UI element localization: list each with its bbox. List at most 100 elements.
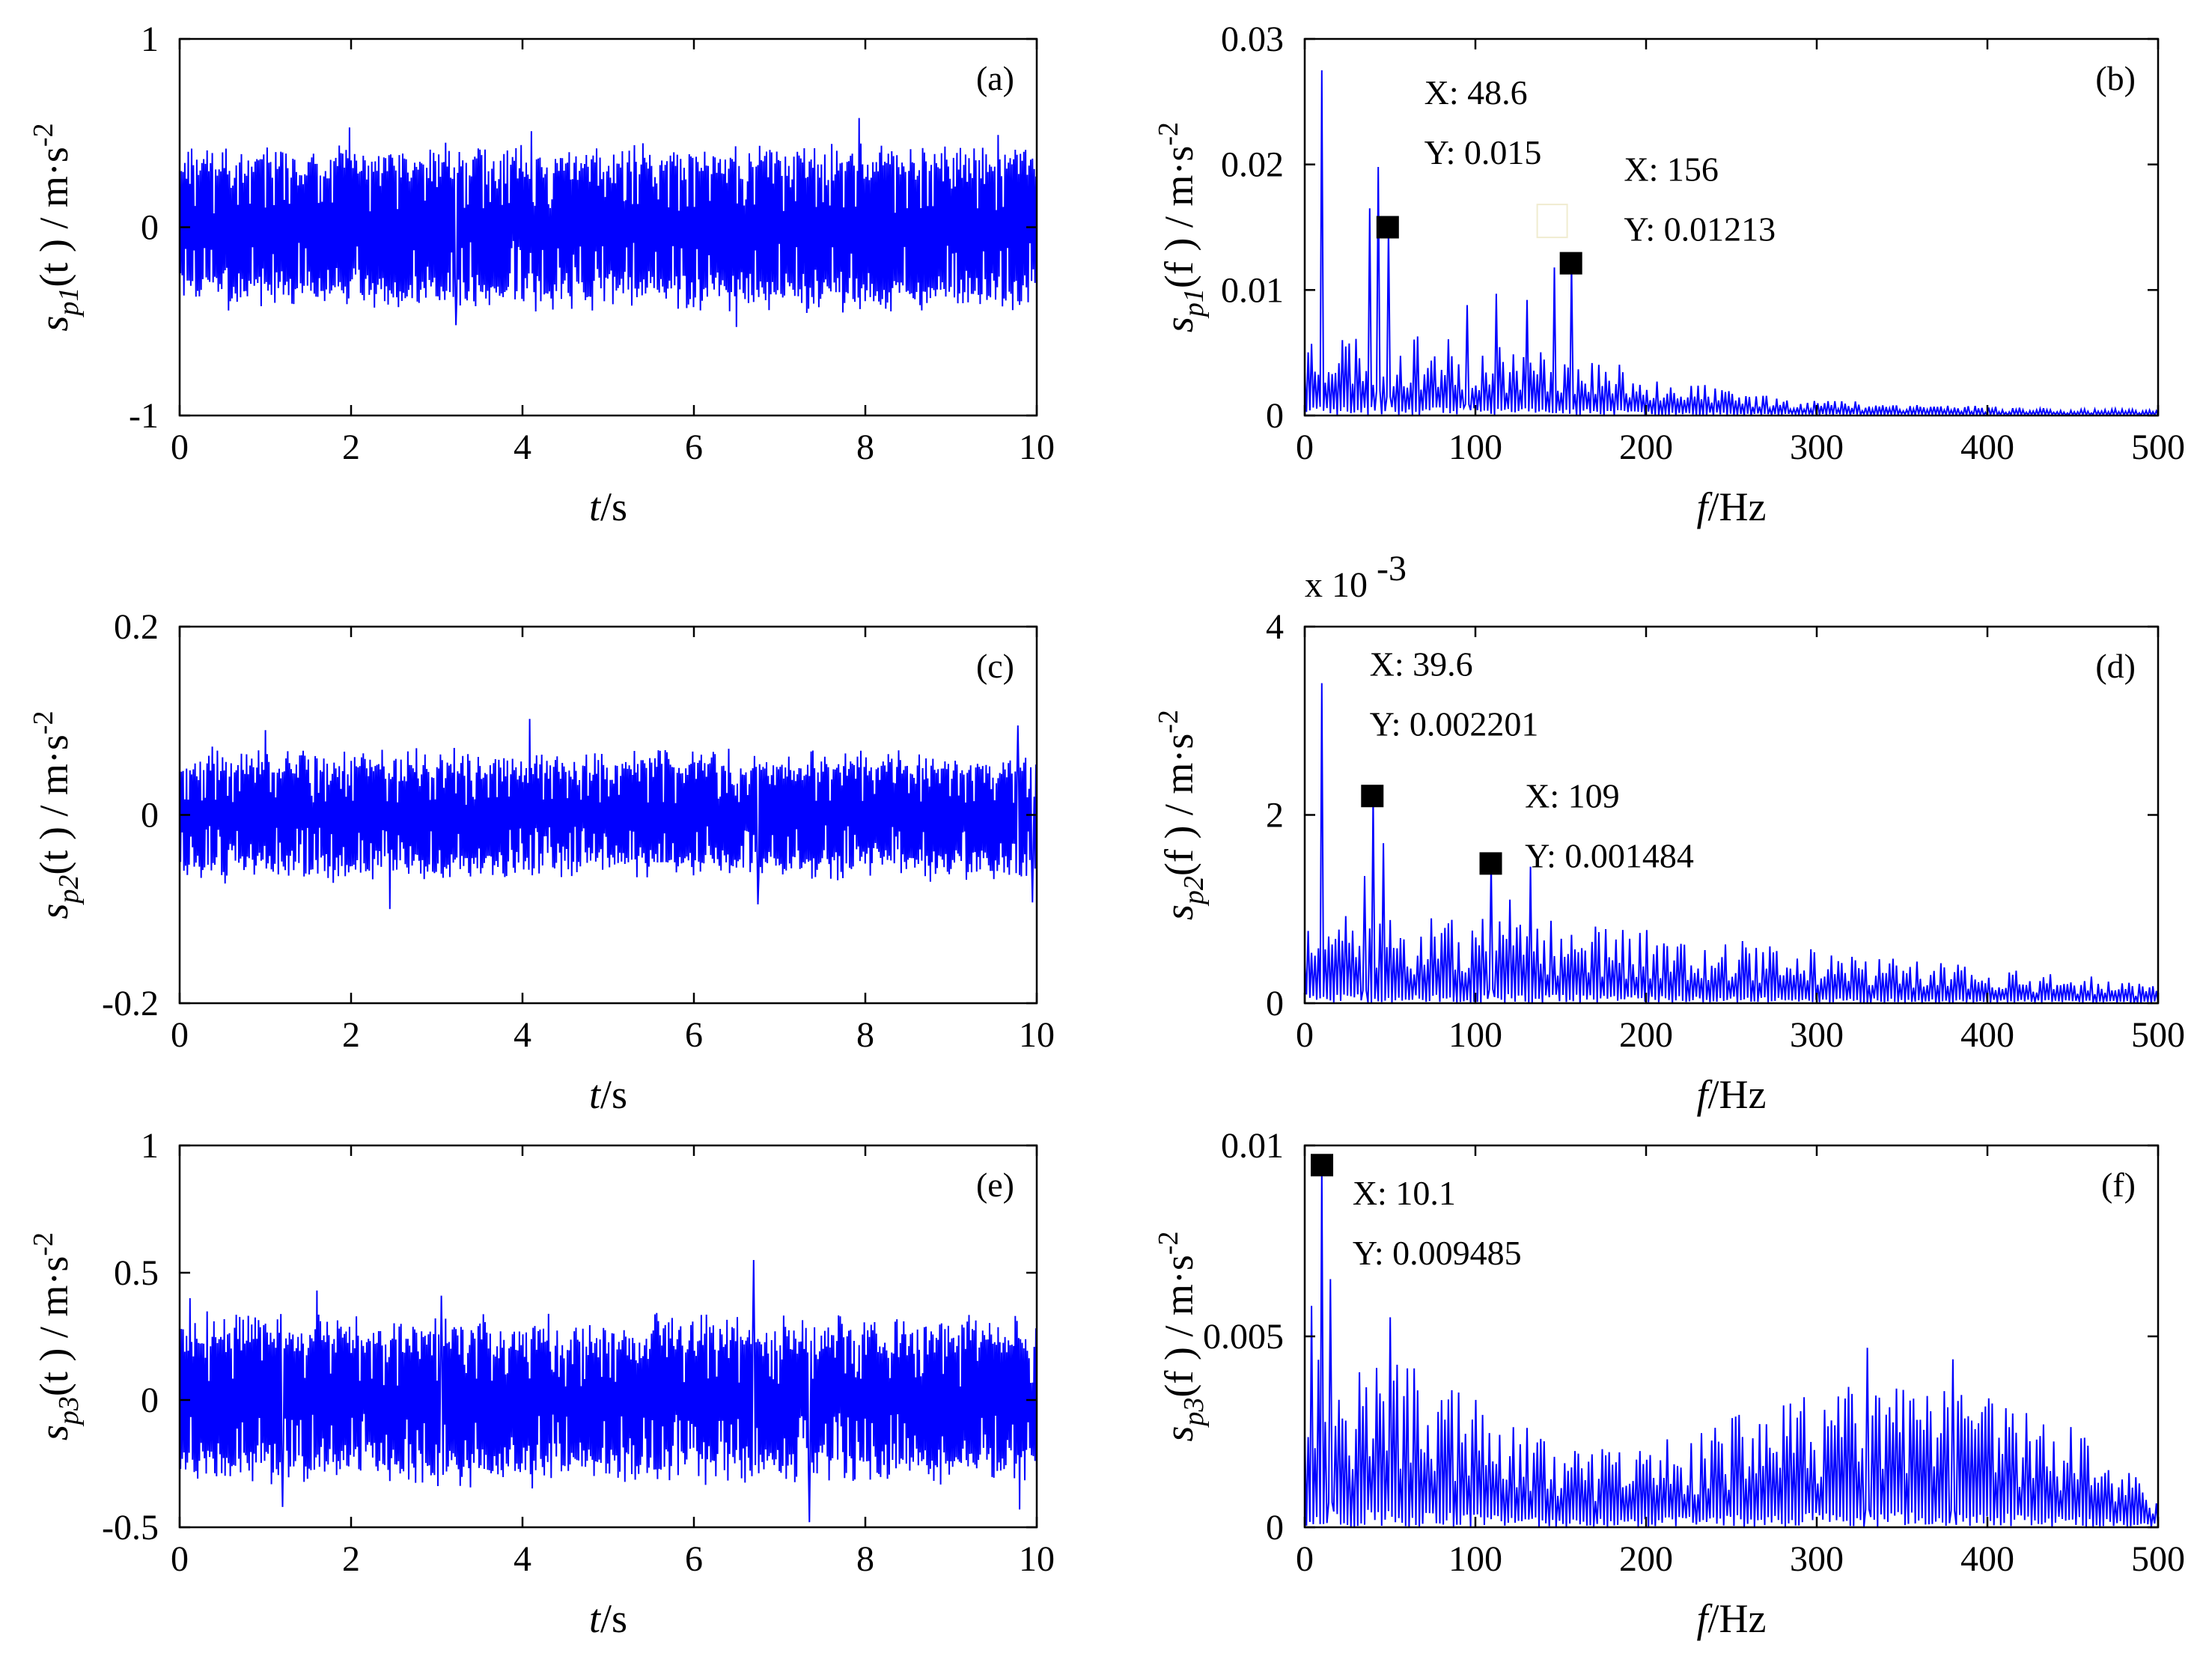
- series-line-f: [1305, 1165, 2158, 1527]
- panel-c: 0 2 4 6 8 10 -0.2 0 0.2 (c) t/s sp2(t ) / m·s-2: [28, 607, 1055, 1117]
- y-tick-label: -1: [129, 396, 159, 436]
- axes-frame-b: [1303, 37, 2160, 417]
- data-tip-y-text: Y: 0.009485: [1353, 1234, 1522, 1272]
- x-tick-label: 4: [514, 1539, 531, 1579]
- y-axis-label: sp1(t ) / m·s-2: [28, 123, 85, 331]
- x-axis-label: f/Hz: [1697, 484, 1767, 529]
- data-tip-x-text: X: 39.6: [1370, 645, 1473, 683]
- x-tick-label: 200: [1619, 1539, 1673, 1579]
- y-tick-label: 0: [1266, 1508, 1284, 1547]
- x-tick-label: 10: [1019, 427, 1055, 467]
- panel-d: 0 100 200 300 400 500 0 2 4 x 10 -3 (d) f/Hz sp2(f )…: [1153, 549, 2185, 1117]
- axes-frame-d: [1303, 625, 2160, 1005]
- y-tick-label: 0.02: [1221, 145, 1284, 185]
- x-tick-label: 0: [1296, 1015, 1314, 1055]
- series-line-b: [1305, 70, 2158, 416]
- x-tick-label: 300: [1790, 1539, 1844, 1579]
- data-tip-x-text: X: 156: [1624, 150, 1719, 188]
- x-tick-label: 0: [171, 1015, 189, 1055]
- series-line-d: [1305, 683, 2158, 1003]
- y-axis-label: sp2(t ) / m·s-2: [28, 710, 85, 919]
- x-tick-label: 400: [1960, 427, 2014, 467]
- x-tick-label: 200: [1619, 1015, 1673, 1055]
- y-tick-label: 0.01: [1221, 270, 1284, 310]
- x-tick-label: 0: [171, 1539, 189, 1579]
- x-axis-label: t/s: [589, 1596, 627, 1641]
- series-line-a: [180, 118, 1037, 327]
- y-tick-label: 0: [141, 1381, 159, 1420]
- x-tick-label: 400: [1960, 1539, 2014, 1579]
- series-line-c: [180, 719, 1037, 910]
- data-tip-x-text: X: 48.6: [1424, 73, 1528, 112]
- y-axis-label: sp3(t ) / m·s-2: [28, 1232, 85, 1440]
- x-tick-label: 400: [1960, 1015, 2014, 1055]
- x-axis-label: f/Hz: [1697, 1596, 1767, 1641]
- x-tick-label: 100: [1448, 427, 1502, 467]
- x-tick-label: 300: [1790, 427, 1844, 467]
- x-tick-label: 8: [856, 1015, 874, 1055]
- hollow-data-tip-marker: [1536, 204, 1568, 239]
- series-line-e: [180, 1259, 1037, 1523]
- x-axis-label: t/s: [589, 484, 627, 529]
- x-tick-label: 2: [342, 427, 360, 467]
- x-tick-label: 2: [342, 1539, 360, 1579]
- data-tip-y-text: Y: 0.01213: [1624, 210, 1776, 248]
- data-tip-marker: [1376, 216, 1399, 239]
- y-tick-label: -0.2: [102, 984, 159, 1023]
- panel-label: (f): [2101, 1166, 2136, 1204]
- y-axis-label: sp1(f ) / m·s-2: [1153, 122, 1210, 332]
- y-tick-label: 1: [141, 19, 159, 59]
- y-tick-label: 0.5: [114, 1253, 159, 1293]
- x-axis-label: f/Hz: [1697, 1072, 1767, 1117]
- x-tick-label: 6: [685, 427, 703, 467]
- data-tip-marker: [1311, 1154, 1334, 1177]
- data-tip-x-text: X: 10.1: [1353, 1174, 1456, 1212]
- y-tick-label: 0.03: [1221, 19, 1284, 59]
- data-tip-marker: [1559, 252, 1582, 275]
- x-tick-label: 0: [171, 427, 189, 467]
- x-tick-label: 0: [1296, 1539, 1314, 1579]
- y-tick-label: 0: [141, 796, 159, 836]
- panel-label: (a): [976, 59, 1014, 97]
- x-tick-label: 500: [2131, 1015, 2185, 1055]
- x-tick-label: 500: [2131, 427, 2185, 467]
- x-tick-label: 300: [1790, 1015, 1844, 1055]
- data-tip-y-text: Y: 0.015: [1424, 133, 1542, 171]
- y-tick-label: 0: [141, 208, 159, 248]
- x-tick-label: 4: [514, 427, 531, 467]
- y-tick-label: 2: [1266, 796, 1284, 836]
- x-axis-label: t/s: [589, 1072, 627, 1117]
- data-tip-y-text: Y: 0.001484: [1525, 836, 1694, 874]
- panel-e: 0 2 4 6 8 10 -0.5 0 0.5 1 (e) t/s sp3(t ) / m·s-2: [28, 1126, 1055, 1641]
- y-tick-label: 0.01: [1221, 1126, 1284, 1166]
- y-tick-label: 1: [141, 1126, 159, 1166]
- x-tick-label: 100: [1448, 1539, 1502, 1579]
- x-tick-label: 0: [1296, 427, 1314, 467]
- panel-label: (b): [2095, 59, 2136, 97]
- panel-a: 0 2 4 6 8 10 -1 0 1 (a) t/s sp1(t ) / m·s-2: [28, 19, 1055, 529]
- y-tick-label: 0: [1266, 984, 1284, 1023]
- x-tick-label: 6: [685, 1015, 703, 1055]
- panel-b: 0 100 200 300 400 500 0 0.01 0.02 0.03 (b) f/Hz sp1(…: [1153, 19, 2185, 529]
- x-tick-label: 500: [2131, 1539, 2185, 1579]
- x-tick-label: 8: [856, 427, 874, 467]
- panel-label: (e): [976, 1166, 1014, 1204]
- axes-frame-e: [178, 1144, 1038, 1529]
- x-tick-label: 10: [1019, 1539, 1055, 1579]
- x-tick-label: 10: [1019, 1015, 1055, 1055]
- panel-label: (c): [976, 647, 1014, 685]
- x-tick-label: 6: [685, 1539, 703, 1579]
- y-tick-label: 4: [1266, 607, 1284, 647]
- x-tick-label: 100: [1448, 1015, 1502, 1055]
- data-tip-y-text: Y: 0.002201: [1370, 704, 1539, 743]
- y-tick-label: -0.5: [102, 1508, 159, 1547]
- y-tick-label: 0: [1266, 396, 1284, 436]
- x-tick-label: 2: [342, 1015, 360, 1055]
- x-tick-label: 8: [856, 1539, 874, 1579]
- panel-label: (d): [2095, 647, 2136, 685]
- y-exponent-label: x 10 -3: [1305, 549, 1407, 605]
- y-axis-label: sp2(f ) / m·s-2: [1153, 710, 1210, 920]
- data-tip-marker: [1479, 852, 1502, 875]
- panel-f: 0 100 200 300 400 500 0 0.005 0.01 (f) f/Hz sp3(f )…: [1153, 1126, 2185, 1641]
